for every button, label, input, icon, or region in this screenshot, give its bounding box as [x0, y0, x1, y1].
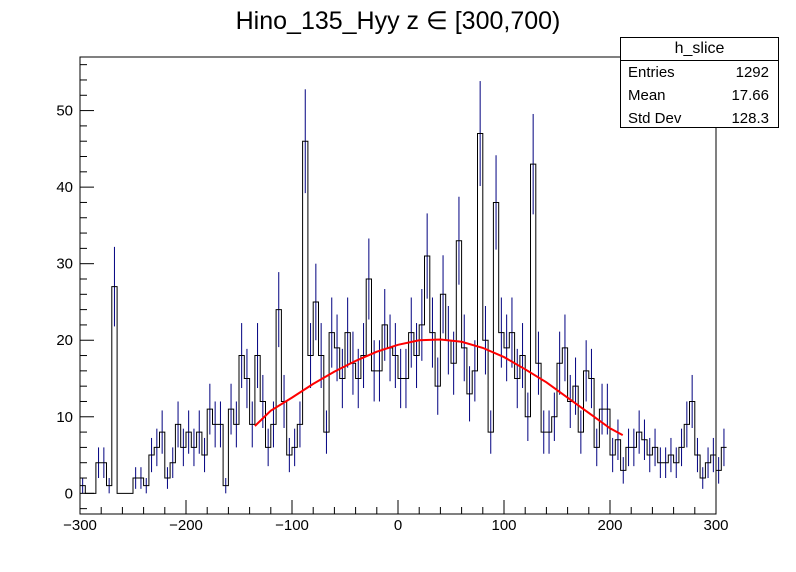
stats-row-entries: Entries 1292: [621, 61, 778, 84]
stats-mean-label: Mean: [628, 87, 666, 104]
x-tick-label: 300: [703, 517, 728, 534]
x-tick-label: −200: [169, 517, 203, 534]
stats-std-label: Std Dev: [628, 110, 682, 127]
y-tick-label: 40: [56, 179, 73, 196]
stats-std-value: 128.3: [731, 110, 769, 127]
histogram: [79, 133, 727, 494]
stats-mean-value: 17.66: [731, 87, 769, 104]
fit-curve: [254, 338, 624, 437]
axes: −300 −200 −100 0 100 200 300 0 10 20 30 40 50: [56, 56, 729, 534]
y-tick-label: 10: [56, 409, 73, 426]
y-tick-label: 0: [65, 485, 73, 502]
x-tick-label: −100: [275, 517, 309, 534]
x-tick-label: −300: [63, 517, 97, 534]
error-bars: [82, 81, 725, 494]
stats-entries-value: 1292: [735, 64, 769, 81]
fit-curve-group: [254, 338, 624, 437]
histogram-outline: [79, 133, 727, 494]
y-tick-label: 50: [56, 103, 73, 120]
stats-box-title: h_slice: [621, 38, 778, 61]
y-tick-label: 30: [56, 256, 73, 273]
stats-box: h_slice Entries 1292 Mean 17.66 Std Dev …: [620, 37, 779, 128]
y-tick-label: 20: [56, 332, 73, 349]
chart-title: Hino_135_Hyy z ∈ [300,700): [235, 7, 561, 35]
stats-row-std: Std Dev 128.3: [621, 107, 778, 130]
x-tick-label: 100: [491, 517, 516, 534]
stats-entries-label: Entries: [628, 64, 675, 81]
stats-row-mean: Mean 17.66: [621, 84, 778, 107]
x-tick-label: 200: [597, 517, 622, 534]
x-tick-label: 0: [394, 517, 402, 534]
